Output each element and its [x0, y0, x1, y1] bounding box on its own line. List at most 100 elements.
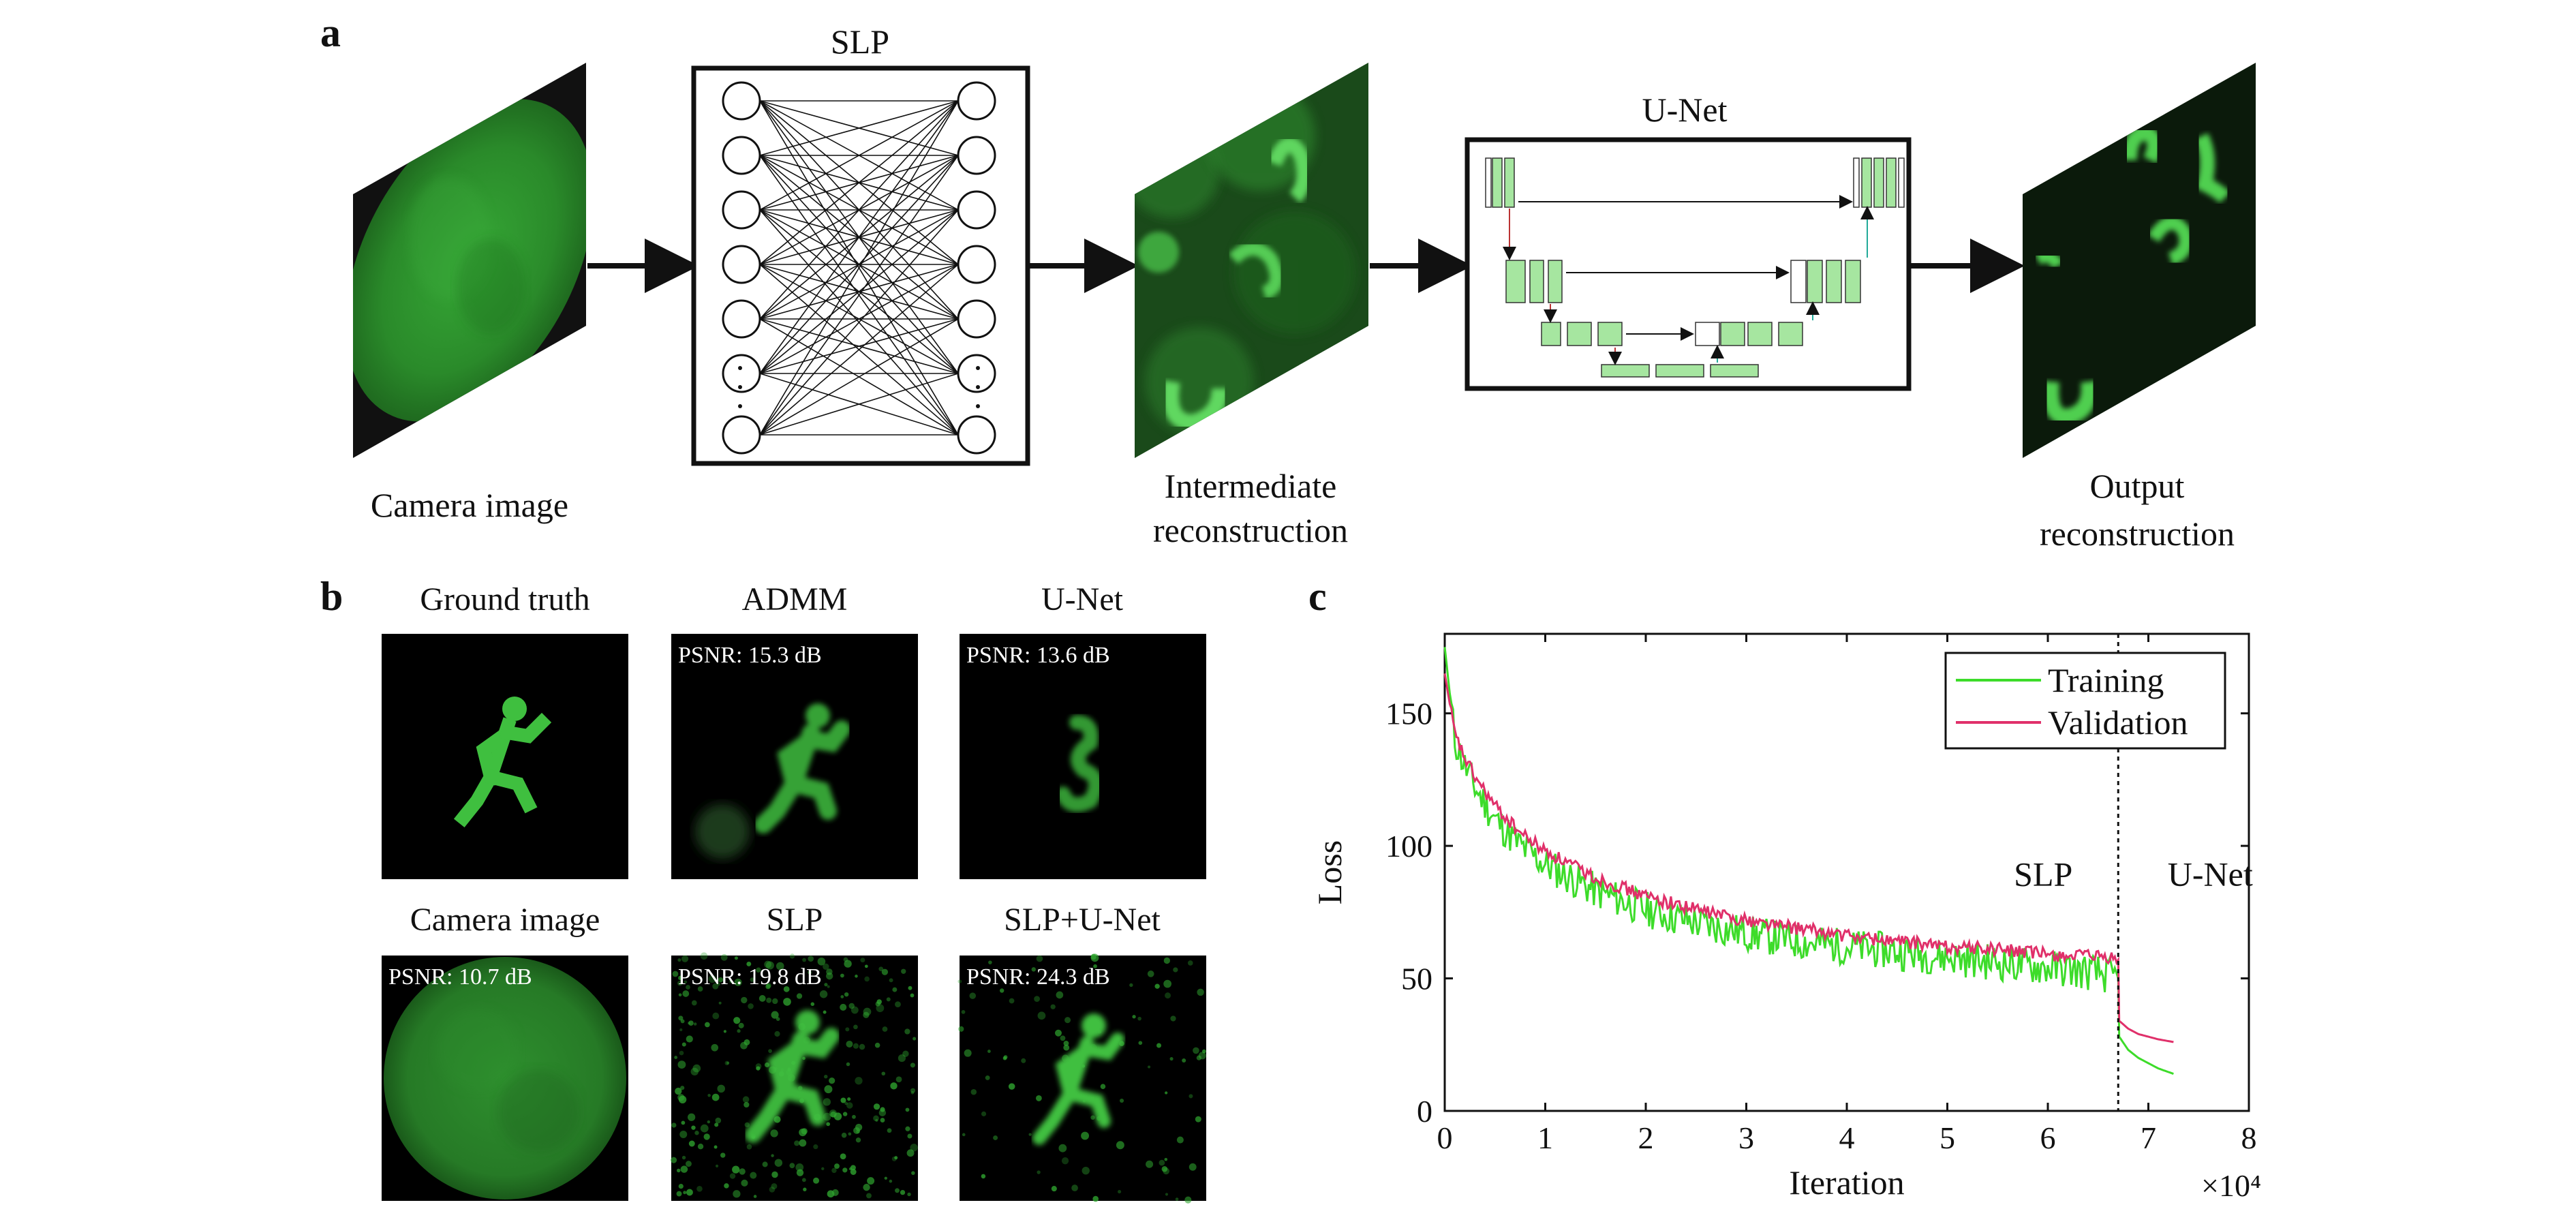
noise-speckle [734, 978, 742, 986]
unet-feature-block [1597, 322, 1623, 346]
noise-speckle [679, 1028, 683, 1032]
unet-feature-block [1529, 260, 1544, 303]
noise-speckle [714, 1145, 718, 1149]
legend-validation-label: Validation [2048, 703, 2188, 742]
noise-speckle [1093, 964, 1097, 968]
slp-ellipsis-dot [738, 366, 742, 370]
noise-speckle [860, 958, 865, 963]
noise-speckle [873, 1115, 879, 1122]
noise-speckle [1031, 967, 1036, 972]
noise-speckle [678, 975, 683, 981]
noise-speckle [1165, 992, 1171, 999]
unet-feature-block [1492, 157, 1503, 208]
slp-connection [759, 209, 959, 436]
noise-speckle [707, 1120, 711, 1124]
noise-speckle [981, 1174, 986, 1179]
noise-speckle [1064, 1017, 1071, 1024]
noise-speckle [1054, 1029, 1062, 1037]
x-axis-multiplier: ×10⁴ [2201, 1168, 2261, 1203]
noise-speckle [671, 1122, 677, 1128]
noise-speckle [880, 1107, 885, 1112]
noise-speckle [813, 1144, 818, 1150]
noise-speckle [700, 1124, 709, 1133]
noise-speckle [1146, 1160, 1154, 1168]
noise-speckle [686, 985, 690, 990]
noise-speckle [724, 1060, 729, 1066]
x-tick-label: 0 [1437, 1120, 1453, 1155]
noise-speckle [848, 1003, 855, 1009]
noise-speckle [958, 1026, 964, 1032]
x-tick-label: 8 [2241, 1120, 2257, 1155]
noise-speckle [758, 995, 766, 1002]
unet-feature-block [1695, 322, 1720, 346]
noise-speckle [677, 1094, 685, 1101]
noise-speckle [908, 986, 913, 990]
unet-feature-block [1873, 157, 1884, 208]
noise-speckle [863, 1183, 870, 1191]
slp-input-neuron [722, 245, 761, 284]
noise-speckle [821, 1167, 825, 1171]
noise-speckle [769, 1187, 776, 1193]
noise-speckle [859, 1043, 865, 1050]
noise-speckle [789, 953, 795, 959]
noise-speckle [906, 1149, 915, 1157]
noise-speckle [1090, 953, 1099, 962]
noise-speckle [850, 1006, 859, 1014]
noise-speckle [831, 1189, 839, 1196]
unet-feature-block [1505, 260, 1526, 303]
noise-speckle [744, 1122, 750, 1128]
noise-speckle [961, 1009, 966, 1014]
noise-speckle [840, 1153, 846, 1160]
noise-speckle [705, 1022, 710, 1028]
noise-speckle [729, 1173, 736, 1179]
unet-feature-block [1886, 157, 1897, 208]
noise-speckle [1169, 1056, 1174, 1061]
noise-speckle [864, 976, 870, 982]
noise-speckle [846, 1102, 853, 1109]
noise-speckle [910, 1090, 915, 1095]
noise-speckle [1182, 1058, 1186, 1063]
noise-speckle [677, 1060, 686, 1069]
tile-admm-psnr: PSNR: 15.3 dB [678, 643, 822, 668]
unet-feature-block [1601, 364, 1650, 378]
noise-speckle [988, 960, 992, 964]
noise-speckle [911, 1171, 915, 1175]
noise-speckle [1148, 1065, 1151, 1069]
noise-speckle [964, 1049, 972, 1057]
unet-feature-block [1548, 260, 1563, 303]
tile-slp-unet-psnr: PSNR: 24.3 dB [966, 964, 1110, 990]
noise-speckle [1161, 1165, 1168, 1172]
noise-speckle [853, 1024, 858, 1030]
noise-speckle [697, 986, 703, 992]
noise-speckle [863, 1011, 870, 1018]
noise-speckle [842, 1112, 848, 1116]
noise-speckle [895, 1001, 901, 1008]
noise-speckle [880, 1118, 885, 1122]
noise-speckle [743, 1039, 750, 1045]
noise-speckle [726, 1061, 730, 1065]
noise-speckle [1154, 983, 1160, 989]
tile-slp-psnr: PSNR: 19.8 dB [678, 964, 822, 990]
intermediate-reconstruction-image [1135, 63, 1368, 458]
noise-speckle [895, 1188, 900, 1193]
slp-connection [759, 100, 959, 320]
noise-speckle [766, 997, 772, 1003]
noise-speckle [810, 1002, 815, 1007]
noise-speckle [1189, 1094, 1193, 1099]
noise-speckle [700, 952, 708, 960]
noise-speckle [910, 1144, 918, 1152]
noise-speckle [684, 980, 688, 984]
noise-speckle [842, 1167, 848, 1173]
noise-speckle [750, 1172, 757, 1179]
noise-speckle [1100, 1084, 1106, 1090]
x-tick-label: 2 [1638, 1120, 1654, 1155]
unet-feature-block [1567, 322, 1592, 346]
noise-speckle [847, 1097, 851, 1101]
legend-box [1944, 652, 2226, 750]
slp-input-neuron [722, 415, 761, 455]
noise-speckle [743, 1101, 750, 1108]
noise-speckle [681, 955, 689, 962]
noise-speckle [900, 1189, 906, 1195]
noise-speckle [676, 1168, 681, 1173]
noise-speckle [674, 1056, 678, 1059]
